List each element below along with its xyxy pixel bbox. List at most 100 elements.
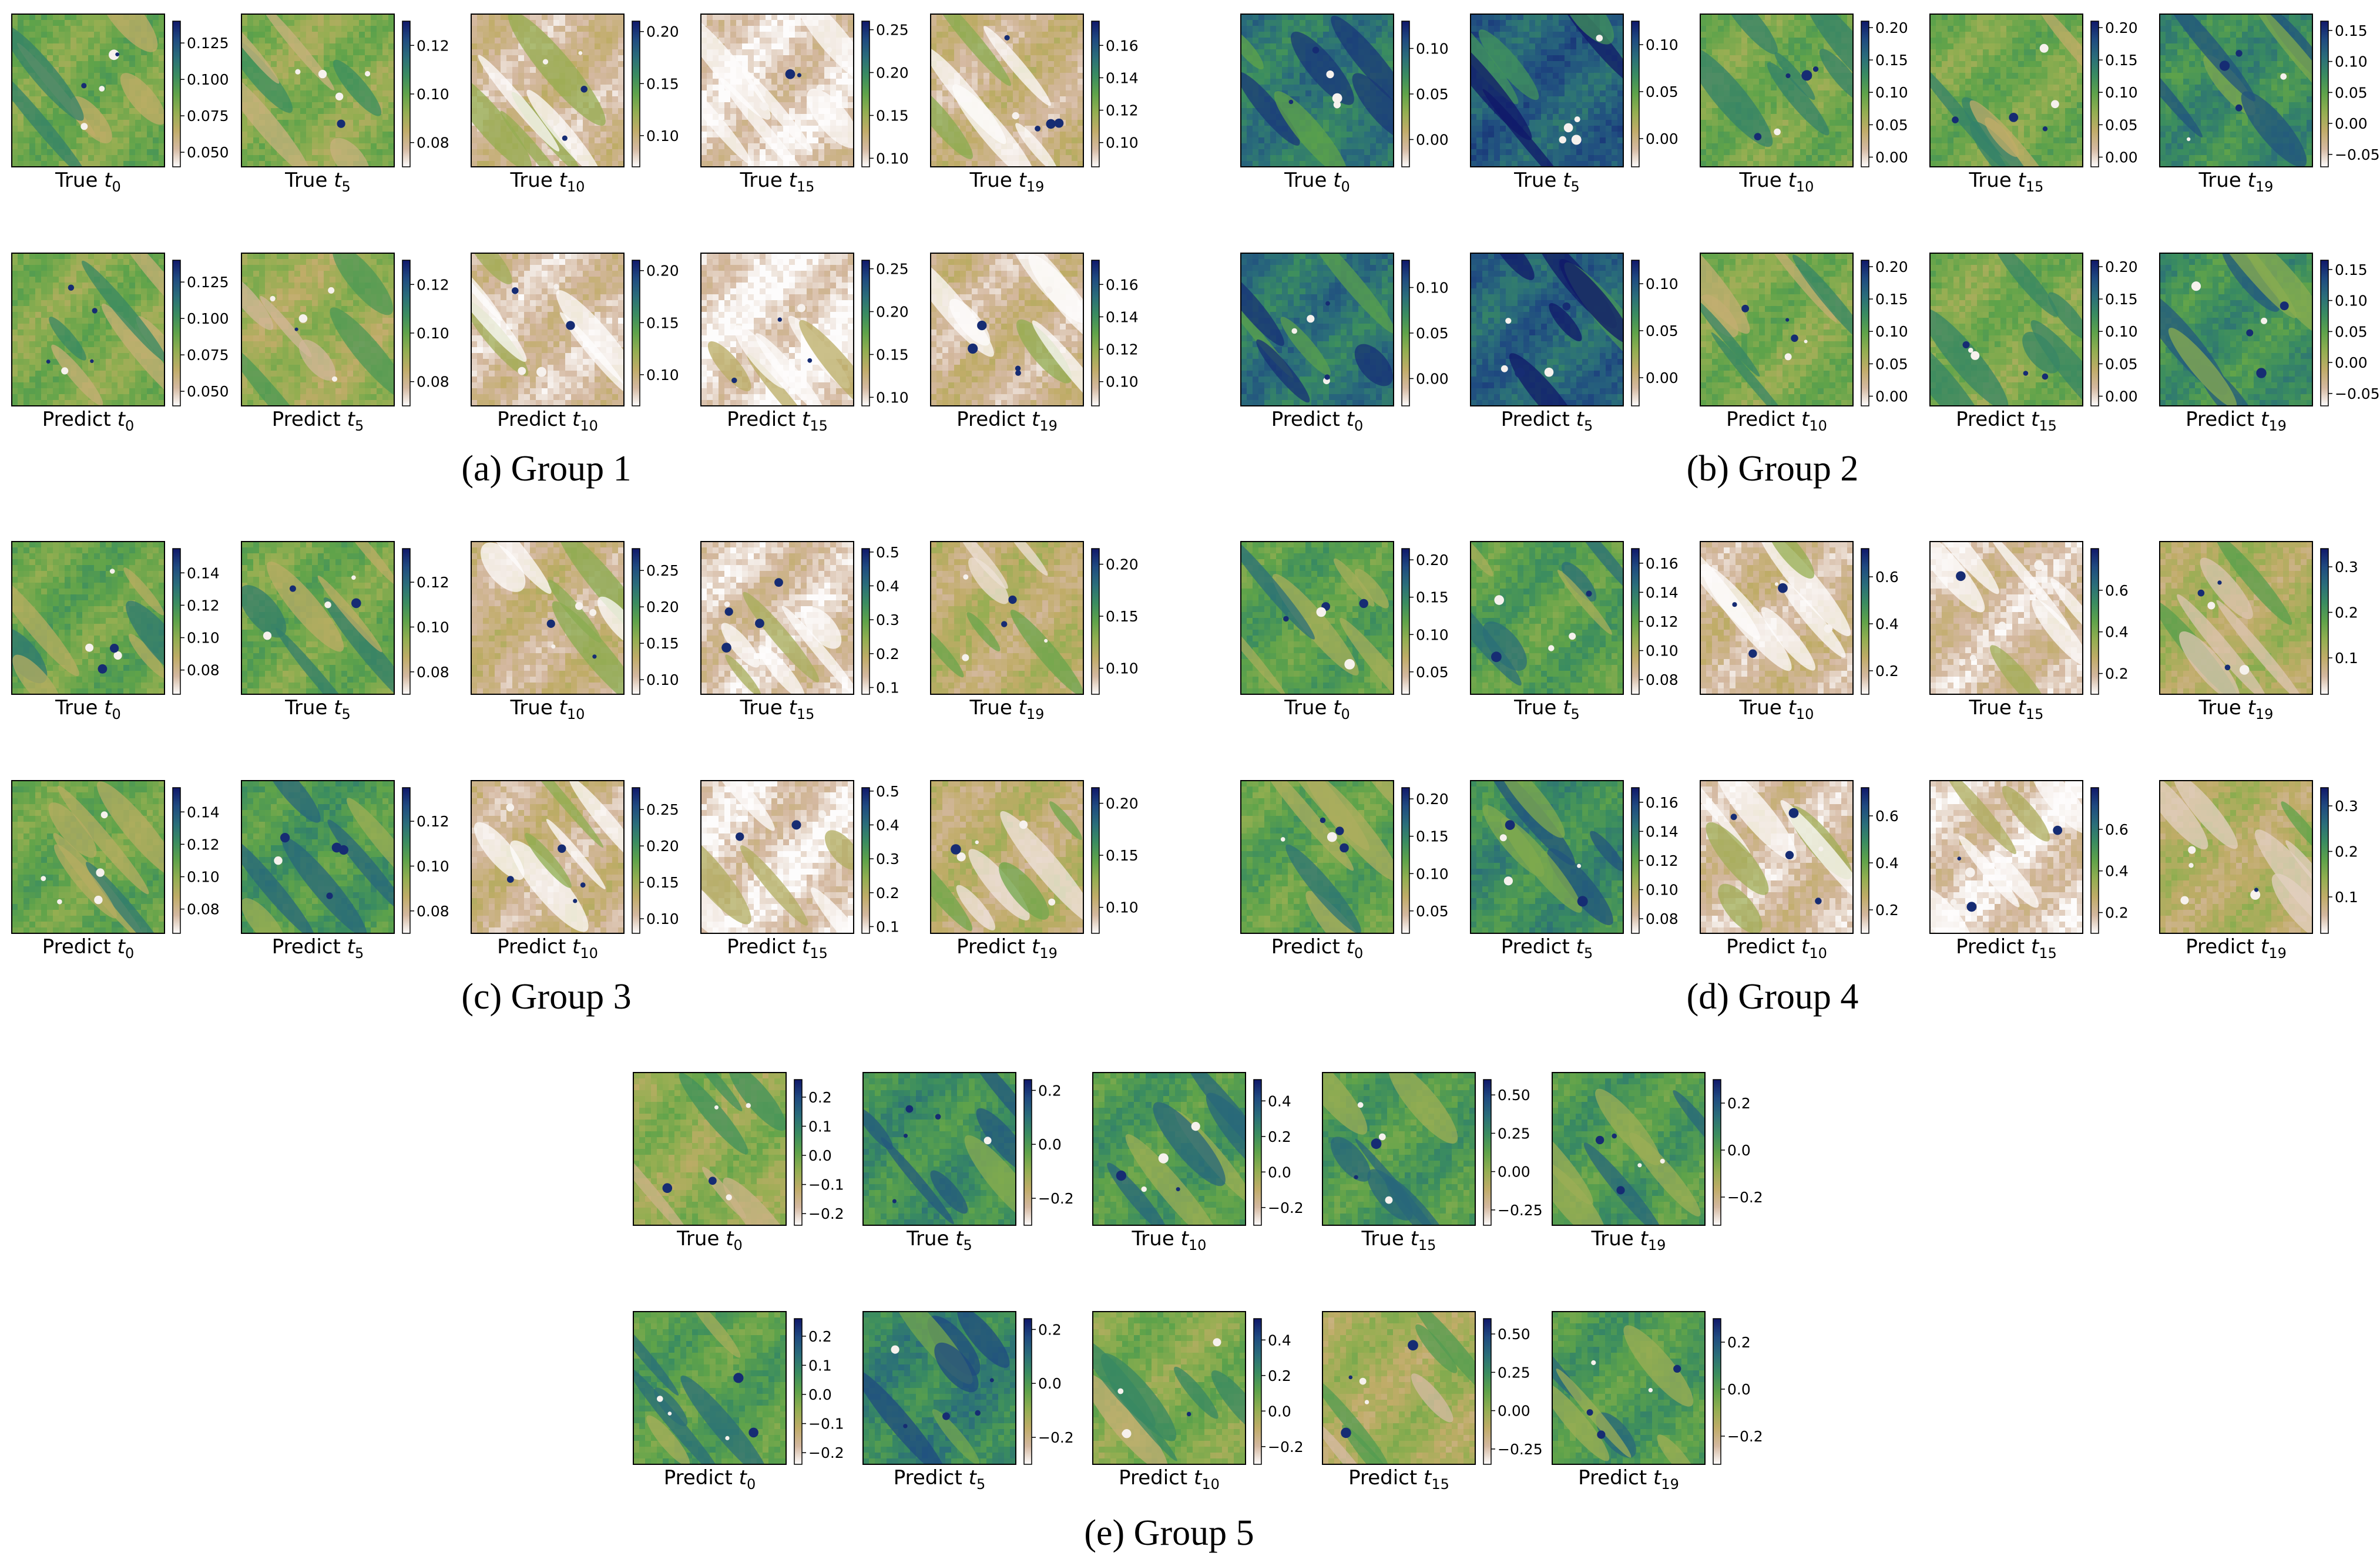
colorbar-tick-label: 0.08 [1646,671,1679,688]
heatmap-frame [1322,1311,1476,1465]
colorbar-tick-label: 0.00 [1646,369,1679,386]
colorbar-tick-label: 0.05 [2335,323,2368,340]
colorbar-tick-label: 0.6 [1875,569,1899,586]
heatmap-field [1471,781,1623,933]
heatmap-field [1700,781,1853,933]
colorbar-tick-label: 0.10 [876,150,909,167]
heatmap-frame [1552,1311,1706,1465]
colorbar-tick-label: 0.10 [417,86,449,103]
heatmap-field [633,1073,786,1225]
panel-label: Predict t10 [497,408,598,434]
heatmap-frame [1929,253,2083,406]
colorbar-tick-label: −0.2 [1727,1189,1763,1206]
heatmap-frame [2159,253,2313,406]
colorbar-tick-label: 0.05 [1416,86,1449,103]
panel-label: True t19 [1591,1227,1666,1253]
colorbar [861,21,870,167]
colorbar-tick-label: 0.08 [417,374,449,391]
colorbar-tick-label: 0.15 [646,635,679,652]
panel-true-t10: 0.00 0.05 0.10 0.15 0.20 True t10 [1700,14,1908,195]
colorbar-tick-label: 0.050 [187,383,229,400]
colorbar-tick-label: 0.20 [2105,258,2138,275]
heatmap-field [241,14,394,167]
panel-predict-t10: 0.2 0.4 0.6 Predict t10 [1700,780,1899,962]
panel-true-t0: 0.05 0.10 0.15 0.20 True t0 [1240,541,1449,722]
panel-label: Predict t0 [1271,935,1364,962]
group-3: 0.08 0.10 0.12 0.14 True t0 0.08 0.10 0.12 True … [11,541,1139,962]
colorbar [1091,260,1100,406]
colorbar-tick-label: 0.1 [2335,889,2358,906]
colorbar-tick-label: 0.14 [187,804,220,821]
panel-label: Predict t19 [1578,1466,1679,1493]
colorbar-tick-label: 0.10 [646,910,679,927]
colorbar-tick-label: 0.20 [1106,556,1139,573]
heatmap-field [2160,542,2312,694]
colorbar-tick-label: 0.00 [1875,388,1908,405]
colorbar-tick-label: 0.08 [417,664,449,681]
colorbar-tick-label: 0.12 [1646,613,1679,630]
colorbar-tick-label: 0.0 [1038,1136,1062,1153]
colorbar-tick-label: 0.15 [646,874,679,891]
heatmap-field [1552,1073,1705,1225]
panel-label: True t15 [740,696,815,722]
panel-predict-t0: −0.2 −0.1 0.0 0.1 0.2 Predict t0 [633,1311,844,1493]
panel-label: True t10 [1132,1227,1207,1253]
colorbar-tick-label: −0.1 [808,1177,844,1194]
heatmap-frame [1092,1072,1246,1226]
colorbar-tick-label: 0.10 [646,127,679,144]
panel-predict-t0: 0.00 0.05 0.10 Predict t0 [1240,253,1449,434]
colorbar [794,1318,803,1465]
colorbar-tick-label: 0.4 [1875,855,1899,872]
colorbar [2090,548,2099,695]
colorbar-tick-label: 0.12 [417,813,449,830]
colorbar-tick-label: 0.12 [187,597,220,614]
colorbar-tick-label: 0.08 [187,662,220,679]
panel-label: True t19 [2198,696,2274,722]
heatmap-field [1093,1073,1246,1225]
colorbar [1023,1079,1032,1226]
colorbar-tick-label: 0.15 [646,75,679,92]
colorbar-tick-label: 0.3 [2335,798,2358,815]
colorbar [2320,787,2329,934]
group-caption-e: (e) Group 5 [1084,1513,1254,1553]
heatmap-field [1700,542,1853,694]
colorbar-tick-label: 0.075 [187,107,229,125]
colorbar-tick-label: 0.05 [1416,325,1449,342]
panel-true-t0: 0.08 0.10 0.12 0.14 True t0 [11,541,220,722]
colorbar [172,548,181,695]
heatmap-field [471,253,624,406]
group-5: −0.2 −0.1 0.0 0.1 0.2 True t0 −0.2 0.0 0.2 True t… [633,1072,1763,1493]
colorbar-tick-label: 0.00 [2335,115,2368,132]
colorbar-tick-label: 0.16 [1646,794,1679,811]
heatmap-field [701,253,854,406]
colorbar [1091,548,1100,695]
colorbar-tick-label: 0.15 [646,314,679,331]
panel-label: True t5 [284,169,351,195]
colorbar-tick-label: 0.3 [876,611,899,628]
panel-predict-t5: −0.2 0.0 0.2 Predict t5 [862,1311,1074,1493]
colorbar-tick-label: 0.2 [876,885,899,902]
colorbar-tick-label: 0.3 [2335,559,2358,576]
colorbar-tick-label: 0.10 [187,869,220,886]
heatmap-field [241,253,394,406]
colorbar-tick-label: 0.08 [417,135,449,152]
heatmap-frame [2159,780,2313,934]
colorbar-tick-label: 0.10 [646,671,679,688]
panel-true-t15: 0.10 0.15 0.20 0.25 True t15 [700,14,909,195]
colorbar [402,260,411,406]
heatmap-frame [1552,1072,1706,1226]
heatmap-field [633,1312,786,1464]
colorbar-tick-label: 0.6 [2105,582,2129,599]
colorbar [1713,1079,1721,1226]
panel-true-t19: −0.05 0.00 0.05 0.10 0.15 True t19 [2159,14,2380,195]
colorbar [1861,548,1869,695]
panel-label: True t0 [1284,169,1350,195]
colorbar-tick-label: 0.10 [417,619,449,636]
panel-label: Predict t0 [42,408,135,434]
heatmap-frame [1700,14,1854,167]
colorbar-tick-label: 0.05 [2335,84,2368,101]
colorbar-tick-label: 0.12 [417,574,449,591]
colorbar-tick-label: −0.05 [2335,385,2380,402]
colorbar [2320,21,2329,167]
